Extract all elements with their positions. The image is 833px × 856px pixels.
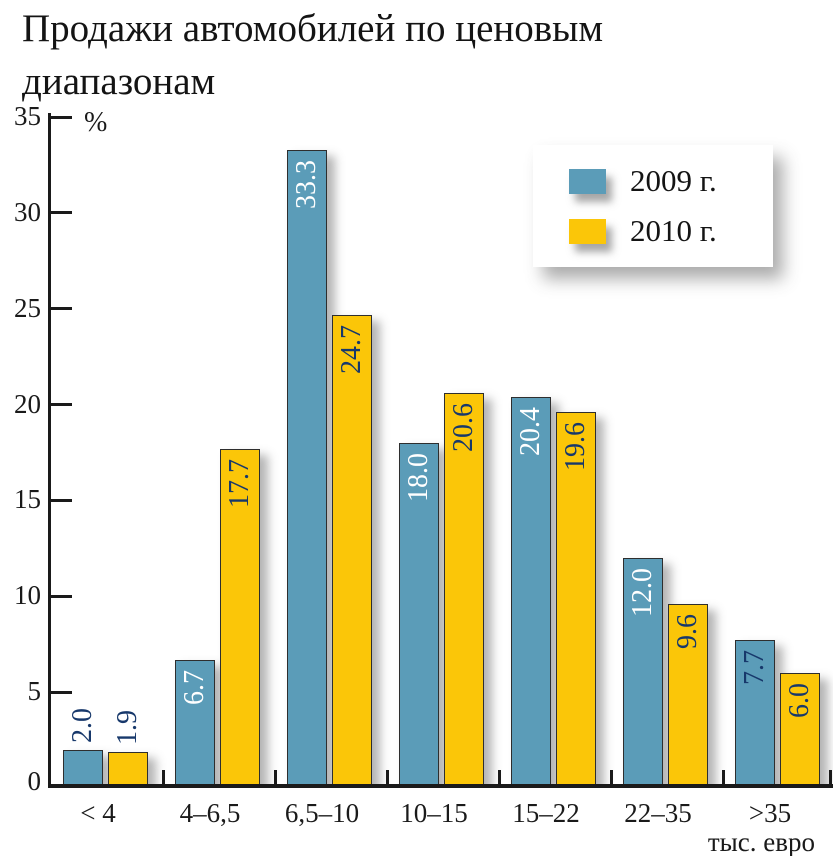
bar-2009-4: 20.4: [511, 396, 551, 788]
bar-value-label: 20.6: [448, 403, 479, 453]
y-axis-tick: [51, 307, 72, 311]
legend-label: 2009 г.: [630, 163, 717, 198]
x-axis-tick: [610, 770, 613, 786]
y-axis-tick: [51, 594, 72, 598]
y-axis-tick: [51, 403, 72, 407]
legend-swatch-icon: [569, 168, 606, 194]
y-axis-tick: [51, 115, 72, 119]
bar-2010-3: 20.6: [444, 393, 484, 788]
legend-item-2009: 2009 г.: [569, 163, 773, 199]
x-axis-category-label: >35: [748, 798, 792, 828]
bar-value-label: 33.3: [291, 159, 322, 209]
legend-label: 2010 г.: [630, 213, 717, 248]
y-axis-unit-label: %: [84, 107, 108, 138]
bar-2009-0: 2.0: [63, 708, 103, 788]
y-axis-tick: [51, 211, 72, 215]
x-axis-category-label: 15–22: [512, 798, 580, 828]
y-axis-tick: [51, 690, 72, 694]
bar-value-label: 18.0: [403, 452, 434, 502]
bar-2009-3: 18.0: [399, 442, 439, 788]
bar-2010-4: 19.6: [556, 412, 596, 788]
y-axis-tick-label: 15: [14, 484, 41, 515]
y-axis-line: [48, 113, 51, 788]
bar-value-label: 9.6: [672, 614, 703, 649]
x-axis-line: [48, 784, 833, 788]
bar-value-label: 24.7: [336, 324, 367, 374]
y-axis-tick-label: 35: [14, 101, 41, 131]
x-axis-category-label: 6,5–10: [284, 798, 360, 828]
y-axis-tick: [51, 498, 72, 502]
x-axis-category-label: < 4: [80, 798, 116, 828]
y-axis-tick-label: 30: [14, 196, 41, 227]
legend-item-2010: 2010 г.: [569, 213, 773, 249]
y-axis-tick-label: 25: [14, 292, 41, 323]
x-axis-tick: [386, 770, 389, 786]
legend: 2009 г. 2010 г.: [533, 145, 773, 267]
plot-area: 2.0 1.9 6.7 17.7 33.3 24.7 18.0 20.6 20.4 19.6 12.…: [48, 110, 833, 788]
x-axis-unit-label: тыс. евро: [707, 827, 815, 856]
x-axis-category-label: 4–6,5: [179, 798, 241, 828]
bar-value-label: 12.0: [627, 567, 658, 617]
bar-value-label: 1.9: [112, 709, 143, 745]
legend-swatch-icon: [569, 218, 606, 244]
y-axis-tick-label: 5: [27, 676, 42, 707]
bar-value-label: 6.7: [179, 669, 210, 705]
bar-value-label: 20.4: [515, 406, 546, 456]
y-axis-tick-label: 20: [14, 388, 41, 419]
x-axis-tick: [274, 770, 277, 786]
bar-value-label: 19.6: [560, 422, 591, 472]
y-axis-tick-label: 0: [27, 766, 42, 796]
x-axis-tick: [829, 770, 832, 786]
bar-2009-1: 6.7: [175, 659, 215, 788]
bar-2009-5: 12.0: [623, 557, 663, 788]
bar-value-label: 17.7: [224, 458, 255, 508]
x-axis-category-label: 22–35: [624, 798, 692, 828]
bar-2010-2: 24.7: [332, 314, 372, 788]
x-axis-tick: [722, 770, 725, 786]
x-axis-tick: [498, 770, 501, 786]
bar-2010-1: 17.7: [220, 448, 260, 788]
y-axis-tick-label: 10: [14, 580, 41, 611]
bar-value-label: 6.0: [784, 683, 815, 718]
bar-2010-0: 1.9: [108, 710, 148, 788]
bar-2009-2: 33.3: [287, 149, 327, 788]
chart-title: Продажи автомобилей по ценовым диапазона…: [22, 7, 604, 103]
bar-2010-6: 6.0: [780, 673, 820, 788]
bar-value-label: 7.7: [739, 650, 770, 686]
bar-2010-5: 9.6: [668, 604, 708, 788]
x-axis-category-label: 10–15: [400, 798, 468, 828]
bar-2009-6: 7.7: [735, 640, 775, 788]
x-axis-tick: [162, 770, 165, 786]
bar-value-label: 2.0: [67, 707, 98, 743]
